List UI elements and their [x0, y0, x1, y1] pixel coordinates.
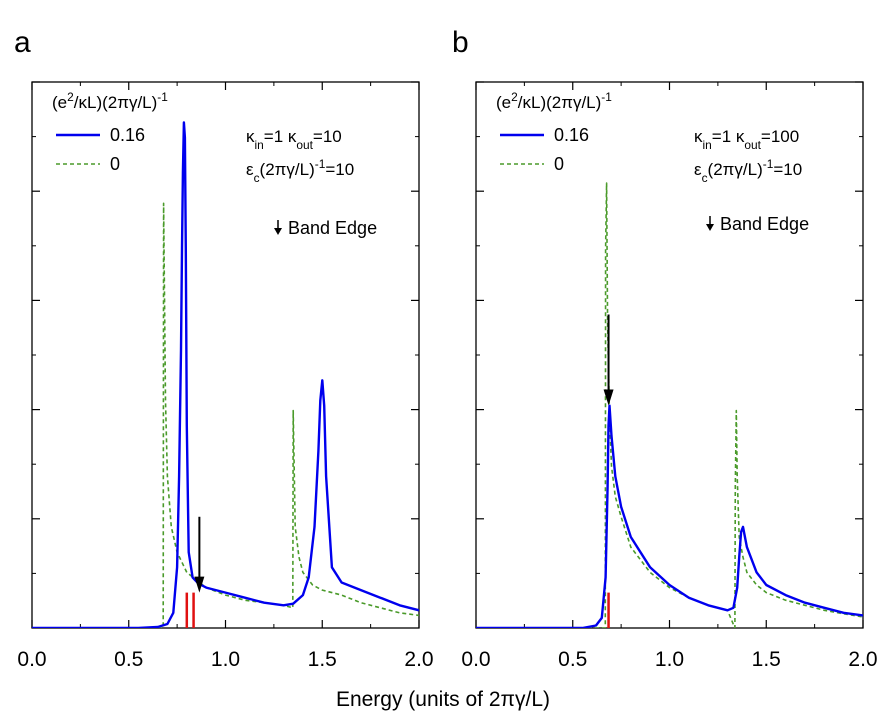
param-epsilon-part: (2: [260, 160, 275, 179]
param-kappa-part: =1: [712, 127, 736, 146]
series-line-dashed: [476, 182, 863, 628]
x-tick-label: 1.0: [655, 648, 684, 671]
legend-title-part: (e: [52, 93, 67, 112]
legend-title-part: /L): [137, 93, 157, 112]
x-tick-label: 0.5: [558, 648, 587, 671]
param-epsilon-part: -1: [763, 157, 774, 171]
x-axis-label-part: /L): [526, 688, 551, 711]
legend-title-part: 2: [511, 90, 518, 104]
plot-frame: [31, 81, 420, 629]
param-epsilon-part: =10: [325, 160, 354, 179]
band-edge-arrow-head: [603, 389, 614, 406]
param-kappa-part: κ: [694, 127, 703, 146]
legend-title-part: κ: [78, 93, 87, 112]
param-kappa-part: κ: [246, 127, 255, 146]
legend-label: 0.16: [554, 125, 589, 145]
param-epsilon: εc(2πγ/L)-1=10: [694, 157, 802, 185]
param-kappa: κin=1 κout=100: [694, 127, 799, 152]
legend-label: 0.16: [110, 125, 145, 145]
series-line-solid: [476, 404, 863, 628]
panel-b: b0.0 0.5 1.0 1.5 2.0(e2/κL)(2πγ/L)-10.160κin…: [452, 26, 878, 671]
series-line-dashed: [32, 202, 419, 628]
param-kappa-part: out: [744, 138, 761, 152]
panel-a: a0.0 0.5 1.0 1.5 2.0(e2/κL)(2πγ/L)-10.160κin…: [14, 26, 434, 671]
legend-title-part: κ: [522, 93, 531, 112]
param-epsilon: εc(2πγ/L)-1=10: [246, 157, 354, 185]
param-epsilon-part: c: [254, 171, 260, 185]
band-edge-arrow-head: [194, 576, 205, 593]
x-axis-label-part: Energy (units of 2: [336, 688, 501, 711]
series-line-solid: [32, 121, 419, 628]
legend-title-part: -1: [601, 90, 612, 104]
param-epsilon-part: πγ: [275, 160, 296, 179]
param-epsilon-part: πγ: [723, 160, 744, 179]
legend-title-part: (e: [496, 93, 511, 112]
param-epsilon-part: /L): [295, 160, 315, 179]
legend-title-part: πγ: [561, 93, 582, 112]
param-epsilon-part: /L): [743, 160, 763, 179]
x-tick-label: 0.0: [461, 648, 490, 671]
legend-title: (e2/κL)(2πγ/L)-1: [52, 90, 168, 112]
x-tick-label: 0.5: [114, 648, 143, 671]
plot-frame: [475, 81, 864, 629]
param-kappa-part: in: [255, 138, 264, 152]
param-kappa-part: =100: [761, 127, 799, 146]
x-tick-label: 1.0: [211, 648, 240, 671]
x-tick-label: 1.5: [308, 648, 337, 671]
legend-title-part: L)(2: [87, 93, 117, 112]
legend-label: 0: [554, 154, 564, 174]
legend-title-part: /: [74, 93, 79, 112]
param-epsilon-part: ε: [694, 160, 702, 179]
legend-title-part: /: [518, 93, 523, 112]
band-edge-label: Band Edge: [720, 214, 809, 234]
param-epsilon-part: ε: [246, 160, 254, 179]
param-epsilon-part: -1: [315, 157, 326, 171]
param-epsilon-part: (2: [708, 160, 723, 179]
x-tick-label: 2.0: [848, 648, 877, 671]
x-axis-label-part: πγ: [501, 688, 526, 711]
x-tick-label: 0.0: [17, 648, 46, 671]
x-tick-label: 2.0: [404, 648, 433, 671]
legend-title-part: /L): [581, 93, 601, 112]
legend-title-part: πγ: [117, 93, 138, 112]
param-kappa: κin=1 κout=10: [246, 127, 342, 152]
legend-label: 0: [110, 154, 120, 174]
param-kappa-part: κ: [288, 127, 297, 146]
x-tick-label: 1.5: [752, 648, 781, 671]
legend-title-part: -1: [157, 90, 168, 104]
x-axis-label: Energy (units of 2πγ/L): [336, 688, 550, 711]
param-kappa-part: =1: [264, 127, 288, 146]
band-edge-legend-arrow-head: [274, 228, 282, 235]
param-kappa-part: κ: [736, 127, 745, 146]
band-edge-label: Band Edge: [288, 218, 377, 238]
param-kappa-part: in: [703, 138, 712, 152]
param-epsilon-part: c: [702, 171, 708, 185]
panel-label: b: [452, 26, 469, 59]
param-kappa-part: =10: [313, 127, 342, 146]
param-epsilon-part: =10: [773, 160, 802, 179]
legend-title-part: 2: [67, 90, 74, 104]
band-edge-legend-arrow-head: [706, 224, 714, 231]
legend-title: (e2/κL)(2πγ/L)-1: [496, 90, 612, 112]
panel-label: a: [14, 26, 31, 59]
legend-title-part: L)(2: [531, 93, 561, 112]
param-kappa-part: out: [296, 138, 313, 152]
